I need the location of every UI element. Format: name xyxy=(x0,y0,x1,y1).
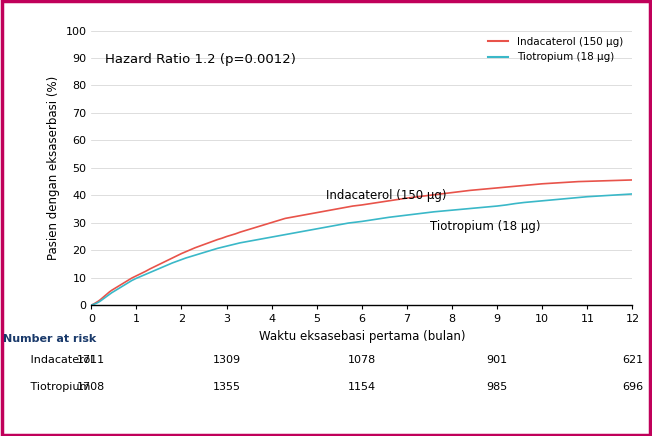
Text: Number at risk: Number at risk xyxy=(3,334,96,344)
Legend: Indacaterol (150 µg), Tiotropium (18 µg): Indacaterol (150 µg), Tiotropium (18 µg) xyxy=(484,33,627,67)
Text: 1711: 1711 xyxy=(77,355,106,365)
Text: Hazard Ratio 1.2 (p=0.0012): Hazard Ratio 1.2 (p=0.0012) xyxy=(105,54,296,66)
Text: 1078: 1078 xyxy=(348,355,376,365)
Text: Indacaterol (150 µg): Indacaterol (150 µg) xyxy=(326,190,446,202)
Text: Tiotropium (18 µg): Tiotropium (18 µg) xyxy=(430,220,540,233)
Y-axis label: Pasien dengan eksaserbasi (%): Pasien dengan eksaserbasi (%) xyxy=(47,76,60,260)
Text: 1708: 1708 xyxy=(77,382,106,392)
Text: 901: 901 xyxy=(486,355,508,365)
Text: 985: 985 xyxy=(486,382,508,392)
Text: Tiotropium: Tiotropium xyxy=(20,382,90,392)
Text: Indacaterol: Indacaterol xyxy=(20,355,93,365)
X-axis label: Waktu eksasebasi pertama (bulan): Waktu eksasebasi pertama (bulan) xyxy=(259,330,465,343)
Text: 621: 621 xyxy=(622,355,643,365)
Text: 696: 696 xyxy=(622,382,643,392)
Text: 1355: 1355 xyxy=(213,382,241,392)
Text: 1154: 1154 xyxy=(348,382,376,392)
Text: 1309: 1309 xyxy=(213,355,241,365)
